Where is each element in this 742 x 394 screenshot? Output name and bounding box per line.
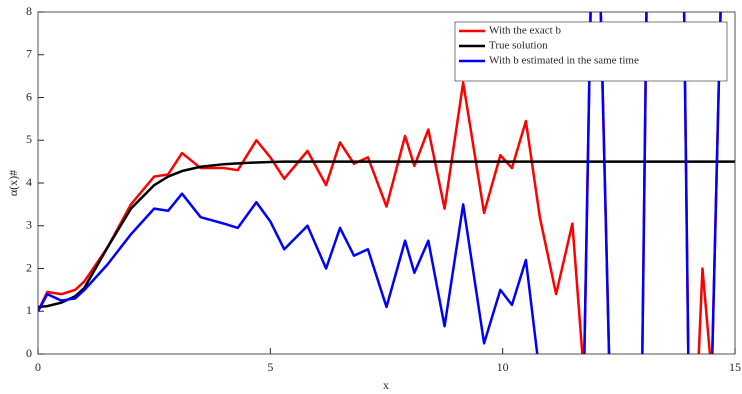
line	[38, 12, 722, 354]
x-tick-label: 10	[497, 360, 509, 374]
y-tick-label: 8	[26, 4, 32, 18]
x-tick-label: 5	[267, 360, 273, 374]
y-tick-label: 6	[26, 89, 32, 103]
y-tick-label: 4	[26, 175, 32, 189]
y-tick-label: 3	[26, 218, 32, 232]
x-tick-label: 0	[35, 360, 41, 374]
y-tick-label: 7	[26, 47, 32, 61]
legend-label: With the exact b	[489, 25, 561, 37]
plot-area	[38, 12, 735, 354]
y-tick-label: 2	[26, 260, 32, 274]
legend-label: True solution	[489, 40, 548, 52]
legend-box	[454, 21, 728, 82]
y-axis-label: α(x)#	[6, 170, 20, 196]
x-axis-label: x	[383, 378, 389, 392]
y-tick-label: 5	[26, 132, 32, 146]
y-tick-label: 1	[26, 303, 32, 317]
legend: With the exact b True solution With b esti…	[454, 21, 728, 82]
axes-box	[37, 11, 736, 355]
line	[38, 12, 722, 354]
y-tick-label: 0	[26, 346, 32, 360]
x-tick-label: 15	[729, 360, 741, 374]
legend-label: With b estimated in the same time	[489, 55, 639, 67]
line	[38, 160, 735, 309]
